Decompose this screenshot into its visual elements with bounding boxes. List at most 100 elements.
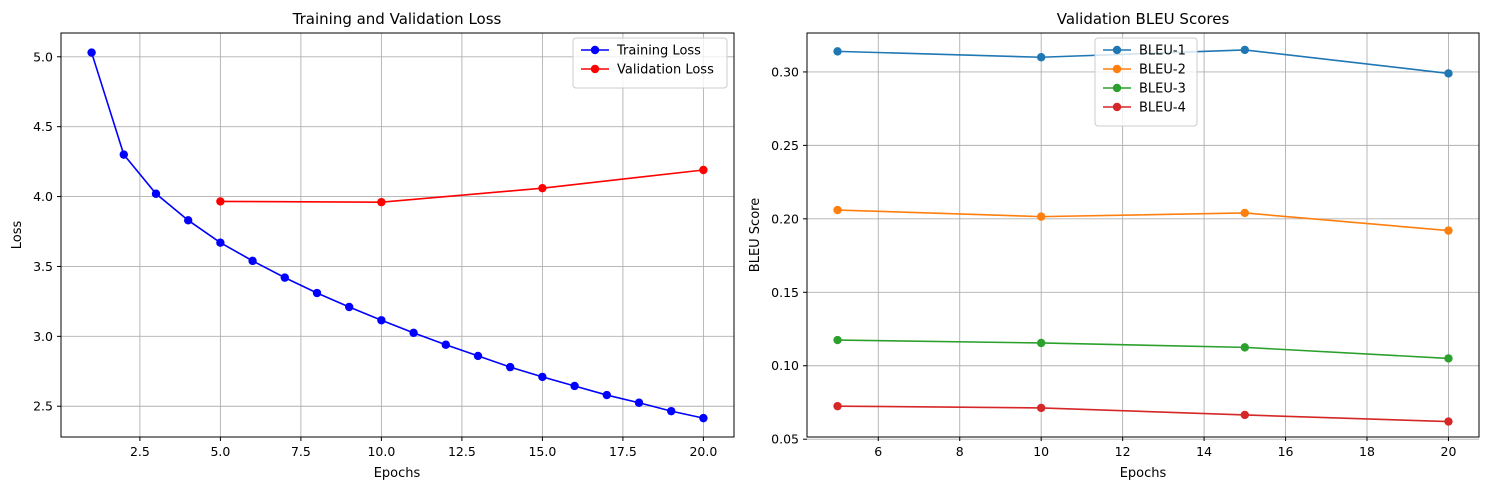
data-point [1240, 45, 1250, 55]
data-point [1240, 343, 1250, 352]
y-tick-label: 2.5 [33, 399, 53, 414]
x-tick-label: 7.5 [291, 444, 311, 459]
data-point [183, 216, 193, 225]
series-line-4 [837, 405, 1449, 423]
bleu-chart-frame [806, 32, 1480, 438]
series-line-2 [837, 209, 1449, 232]
bleu-chart-ylabel: BLEU Score [748, 198, 763, 272]
legend-swatch-marker [1112, 102, 1122, 112]
y-tick-label: 0.30 [771, 64, 799, 79]
x-tick-label: 17.5 [609, 444, 637, 459]
bleu-chart-series [833, 45, 1453, 426]
data-point [1036, 338, 1046, 348]
y-tick-label: 5.0 [33, 49, 53, 64]
data-point [409, 328, 418, 338]
x-tick-label: 20.0 [689, 444, 717, 459]
x-tick-label: 16 [1278, 444, 1294, 459]
data-point [602, 390, 612, 400]
data-point [248, 256, 257, 266]
bleu-chart: Validation BLEU Scores 6 8 10 12 14 16 18 20 0.0… [748, 10, 1480, 481]
legend-swatch-marker [1112, 83, 1122, 93]
data-point [216, 238, 225, 247]
data-point [87, 48, 96, 57]
legend-label: BLEU-3 [1139, 82, 1186, 97]
data-point [699, 413, 708, 423]
y-tick-label: 4.5 [33, 119, 53, 134]
data-point [1444, 354, 1453, 363]
loss-chart-ylabel: Loss [10, 221, 25, 250]
x-tick-label: 12.5 [448, 444, 476, 459]
x-tick-label: 18 [1359, 444, 1375, 459]
data-point [216, 197, 225, 206]
data-point [1444, 226, 1453, 235]
y-tick-label: 0.20 [771, 211, 799, 226]
loss-chart-ticks: 2.5 5.0 7.5 10.0 12.5 15.0 17.5 20.0 2.5 3.0 3.5 4.… [33, 49, 717, 459]
x-tick-label: 12 [1115, 444, 1131, 459]
data-point [312, 288, 322, 298]
data-point [119, 150, 128, 159]
bleu-chart-ticks: 6 8 10 12 14 16 18 20 0.05 0.10 0.15 0.20 0.25 0.30 [771, 64, 1456, 459]
bleu-chart-xlabel: Epochs [1120, 466, 1167, 481]
loss-chart-xlabel: Epochs [374, 466, 421, 481]
data-point [833, 205, 842, 215]
data-point [1444, 69, 1453, 78]
bleu-chart-legend: BLEU-1 BLEU-2 BLEU-3 BLEU-4 [1094, 37, 1198, 127]
loss-chart-grid [61, 33, 734, 437]
data-point [151, 189, 161, 198]
x-tick-label: 6 [874, 444, 882, 459]
legend-swatch-marker [1112, 45, 1122, 55]
loss-chart-legend: Training Loss Validation Loss [572, 37, 728, 89]
x-tick-label: 20 [1441, 444, 1457, 459]
bleu-chart-title: Validation BLEU Scores [1057, 10, 1230, 28]
series-line-3 [837, 339, 1449, 360]
x-tick-label: 5.0 [210, 444, 230, 459]
y-tick-label: 0.15 [771, 285, 799, 300]
legend-label: Training Loss [616, 44, 701, 59]
loss-chart-title: Training and Validation Loss [292, 10, 502, 28]
data-point [699, 165, 708, 175]
legend-box [572, 37, 728, 89]
data-point [1036, 212, 1046, 221]
legend-swatch-marker [1112, 64, 1122, 74]
data-point [833, 401, 842, 411]
x-tick-label: 10 [1033, 444, 1049, 459]
legend-label: BLEU-4 [1139, 101, 1186, 116]
data-point [833, 335, 842, 345]
y-tick-label: 3.0 [33, 329, 53, 344]
data-point [1444, 417, 1453, 426]
x-tick-label: 15.0 [528, 444, 556, 459]
series-line-2 [220, 169, 704, 203]
data-point [634, 398, 644, 407]
data-point [833, 47, 842, 56]
loss-chart-frame [60, 32, 735, 438]
data-point [667, 406, 676, 416]
y-tick-label: 4.0 [33, 189, 53, 204]
loss-chart-series [87, 48, 708, 423]
legend-swatch-marker [590, 45, 600, 55]
data-point [1240, 208, 1250, 218]
data-point [506, 362, 515, 372]
legend-label: BLEU-1 [1139, 44, 1186, 59]
series-line-1 [90, 52, 704, 419]
data-point [538, 183, 547, 193]
data-point [1036, 403, 1046, 413]
x-tick-label: 10.0 [367, 444, 395, 459]
data-point [377, 197, 386, 207]
legend-box [1094, 37, 1198, 127]
x-tick-label: 8 [956, 444, 964, 459]
data-point [1240, 410, 1250, 420]
x-tick-label: 14 [1196, 444, 1212, 459]
data-point [538, 372, 547, 382]
legend-label: BLEU-2 [1139, 63, 1186, 78]
y-tick-label: 0.05 [771, 432, 799, 447]
legend-label: Validation Loss [617, 63, 714, 78]
data-point [344, 302, 354, 312]
y-tick-label: 0.25 [771, 138, 799, 153]
data-point [570, 381, 579, 391]
data-point [1036, 53, 1046, 62]
data-point [441, 340, 451, 349]
data-point [377, 316, 386, 325]
x-tick-label: 2.5 [130, 444, 150, 459]
legend-swatch-marker [590, 64, 600, 74]
